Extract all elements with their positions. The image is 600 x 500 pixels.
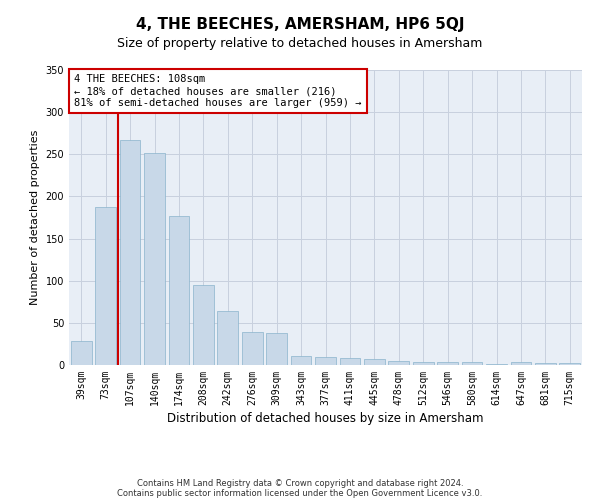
Bar: [413, 362, 434, 365]
Text: Contains HM Land Registry data © Crown copyright and database right 2024.: Contains HM Land Registry data © Crown c…: [137, 478, 463, 488]
Bar: [315, 358, 336, 365]
Bar: [266, 333, 287, 365]
Bar: [486, 364, 507, 365]
Bar: [364, 359, 385, 365]
Bar: [217, 311, 238, 365]
Text: 4 THE BEECHES: 108sqm
← 18% of detached houses are smaller (216)
81% of semi-det: 4 THE BEECHES: 108sqm ← 18% of detached …: [74, 74, 362, 108]
Bar: [461, 362, 482, 365]
Bar: [388, 361, 409, 365]
Bar: [71, 340, 92, 365]
Bar: [511, 362, 532, 365]
Bar: [290, 356, 311, 365]
Bar: [437, 362, 458, 365]
Bar: [559, 364, 580, 365]
Bar: [95, 208, 116, 365]
X-axis label: Distribution of detached houses by size in Amersham: Distribution of detached houses by size …: [167, 412, 484, 425]
Bar: [144, 152, 165, 365]
Bar: [535, 364, 556, 365]
Text: Size of property relative to detached houses in Amersham: Size of property relative to detached ho…: [118, 38, 482, 51]
Bar: [119, 140, 140, 365]
Bar: [193, 285, 214, 365]
Text: 4, THE BEECHES, AMERSHAM, HP6 5QJ: 4, THE BEECHES, AMERSHAM, HP6 5QJ: [136, 18, 464, 32]
Bar: [169, 216, 190, 365]
Bar: [242, 332, 263, 365]
Y-axis label: Number of detached properties: Number of detached properties: [30, 130, 40, 305]
Text: Contains public sector information licensed under the Open Government Licence v3: Contains public sector information licen…: [118, 488, 482, 498]
Bar: [340, 358, 361, 365]
